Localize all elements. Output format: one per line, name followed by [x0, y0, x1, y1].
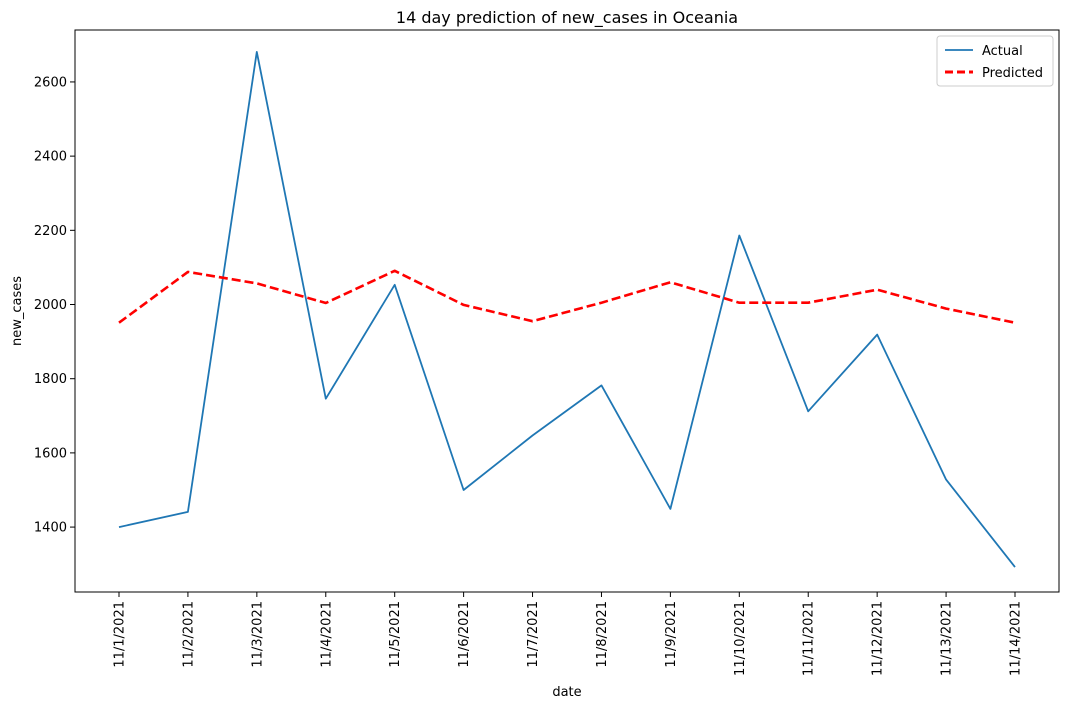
legend: Actual Predicted	[936, 35, 1054, 87]
series-line-actual	[118, 51, 1016, 568]
x-tick-label: 11/13/2021	[940, 601, 955, 676]
x-tick-label: 11/2/2021	[181, 601, 196, 668]
x-tick-label: 11/4/2021	[319, 601, 334, 668]
y-tick-label: 2200	[34, 224, 67, 239]
x-tick-label: 11/7/2021	[526, 601, 541, 668]
x-tick-label: 11/14/2021	[1008, 601, 1023, 676]
plot-frame	[74, 29, 1060, 593]
y-tick-label: 2000	[34, 298, 67, 313]
chart-title: 14 day prediction of new_cases in Oceani…	[396, 8, 738, 28]
y-tick-label: 1600	[34, 446, 67, 461]
y-tick-label: 2400	[34, 150, 67, 165]
legend-label-actual: Actual	[982, 44, 1023, 59]
x-tick-label: 11/8/2021	[595, 601, 610, 668]
y-tick-label: 1400	[34, 521, 67, 536]
x-tick-label: 11/5/2021	[388, 601, 403, 668]
legend-box	[936, 35, 1054, 87]
x-tick-label: 11/11/2021	[802, 601, 817, 676]
x-tick-label: 11/12/2021	[871, 601, 886, 676]
legend-label-predicted: Predicted	[982, 66, 1043, 81]
y-tick-label: 2600	[34, 75, 67, 90]
series-line-predicted	[118, 269, 1016, 324]
x-tick-label: 11/6/2021	[457, 601, 472, 668]
y-tick-label: 1800	[34, 372, 67, 387]
x-tick-label: 11/1/2021	[113, 601, 128, 668]
x-tick-label: 11/10/2021	[733, 601, 748, 676]
x-tick-label: 11/3/2021	[250, 601, 265, 668]
x-tick-label: 11/9/2021	[664, 601, 679, 668]
x-axis-label: date	[552, 685, 581, 700]
y-axis-label: new_cases	[10, 276, 25, 346]
